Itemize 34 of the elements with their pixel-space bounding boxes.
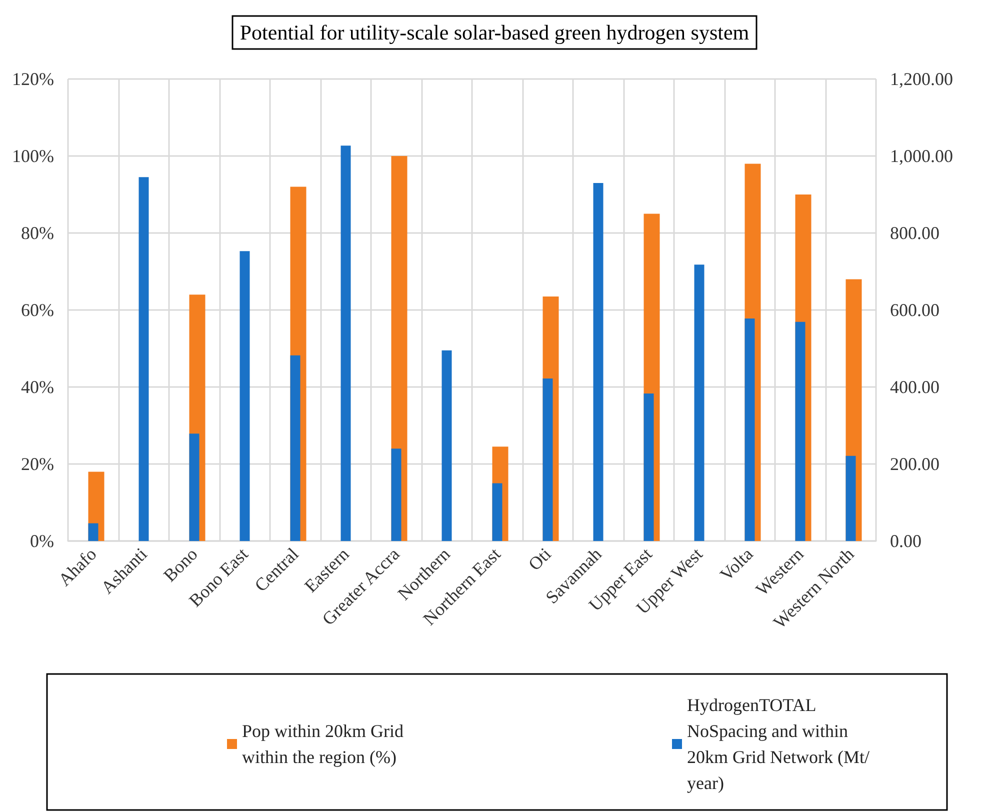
bar [240, 251, 250, 541]
bar [442, 350, 452, 541]
y-tick-label: 40% [21, 377, 54, 397]
y-tick-label: 120% [12, 69, 54, 89]
bar [492, 483, 502, 541]
bar [340, 146, 351, 541]
bar [290, 355, 300, 541]
bar [694, 264, 704, 541]
y-tick-label: 20% [21, 454, 54, 474]
legend-label: HydrogenTOTAL NoSpacing and within 20km Grid Network (Mt/year) [687, 695, 870, 793]
y2-tick-label: 1,200.00 [890, 69, 953, 89]
y2-tick-label: 200.00 [890, 454, 940, 474]
x-tick-label: Volta [716, 544, 757, 585]
bar [593, 182, 604, 541]
bar [88, 523, 98, 541]
y2-tick-label: 600.00 [890, 300, 940, 320]
bar [795, 322, 806, 541]
bar [744, 318, 755, 541]
bar [189, 434, 200, 541]
bar [138, 177, 149, 541]
bar [644, 394, 654, 541]
y2-tick-label: 0.00 [890, 531, 922, 551]
y-tick-label: 100% [12, 146, 54, 166]
chart-title: Potential for utility-scale solar-based green hydrogen system [240, 20, 750, 44]
bar [391, 448, 402, 541]
legend-label: Pop within 20km Grid within the region (%) [242, 721, 408, 767]
y-tick-label: 80% [21, 223, 54, 243]
y-tick-label: 60% [21, 300, 54, 320]
y2-tick-label: 800.00 [890, 223, 940, 243]
y-tick-label: 0% [30, 531, 54, 551]
bar [846, 456, 856, 541]
y2-tick-label: 1,000.00 [890, 146, 953, 166]
bar [542, 378, 553, 541]
y2-tick-label: 400.00 [890, 377, 940, 397]
